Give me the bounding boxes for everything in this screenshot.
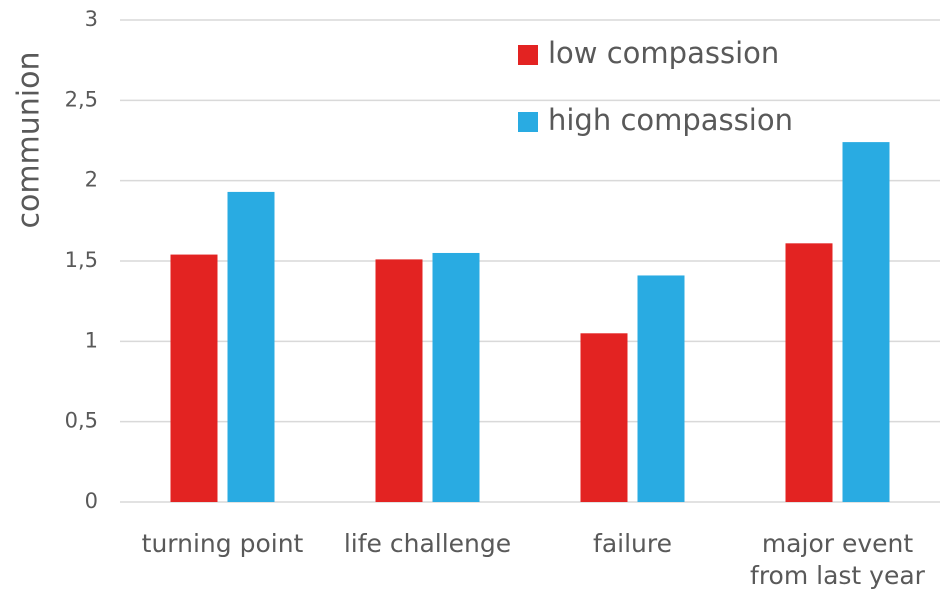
y-axis-label: communion bbox=[12, 51, 47, 228]
bar bbox=[842, 142, 890, 502]
x-tick-label: failure bbox=[593, 529, 672, 558]
y-tick-label: 2,5 bbox=[65, 87, 98, 111]
bar bbox=[375, 259, 423, 502]
y-tick-label: 2 bbox=[85, 168, 98, 192]
bar bbox=[637, 275, 685, 502]
bar bbox=[227, 191, 275, 502]
y-tick-label: 0 bbox=[85, 489, 98, 513]
y-tick-label: 0,5 bbox=[65, 409, 98, 433]
bar bbox=[170, 254, 218, 502]
y-tick-label: 1,5 bbox=[65, 248, 98, 272]
bar bbox=[432, 252, 480, 502]
legend-swatch bbox=[518, 112, 538, 132]
y-tick-label: 1 bbox=[85, 328, 98, 352]
bar bbox=[580, 333, 628, 502]
y-tick-label: 3 bbox=[85, 7, 98, 31]
x-tick-label: life challenge bbox=[343, 529, 512, 558]
legend-swatch bbox=[518, 45, 538, 65]
x-tick-label: turning point bbox=[141, 529, 304, 558]
bar bbox=[785, 243, 833, 502]
legend-label: low compassion bbox=[548, 36, 779, 70]
legend-label: high compassion bbox=[548, 103, 793, 137]
x-tick-label: major event from last year bbox=[750, 529, 925, 590]
